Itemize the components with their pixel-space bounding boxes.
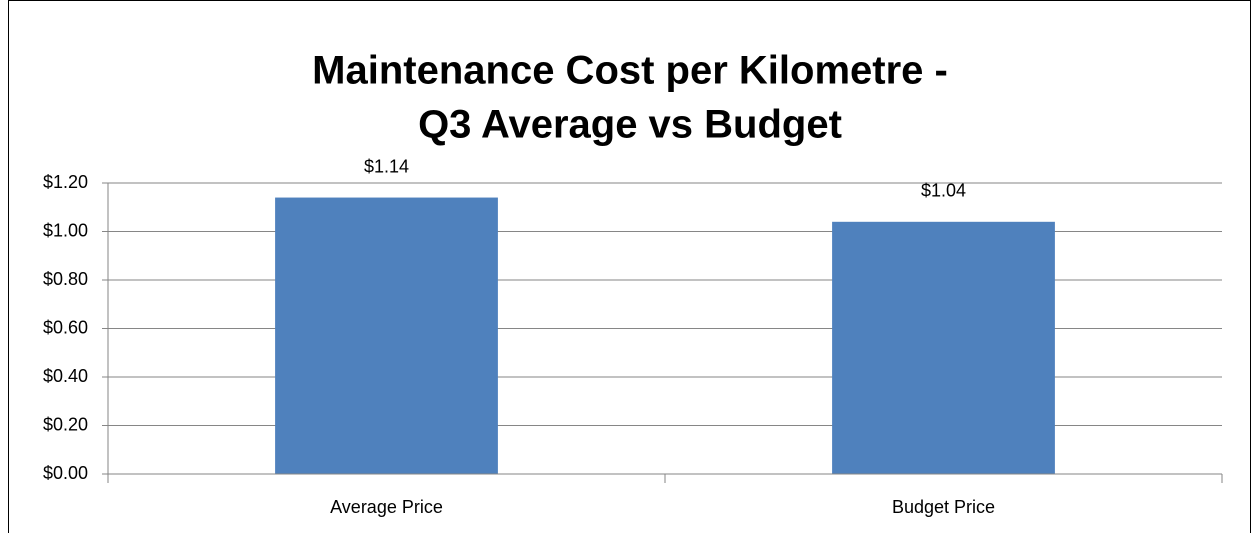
x-tick-label: Budget Price [892, 497, 995, 517]
y-tick-label: $1.20 [43, 172, 88, 192]
bar [275, 197, 498, 475]
y-tick-label: $0.60 [43, 317, 88, 337]
x-tick-label: Average Price [330, 497, 443, 517]
chart-title: Maintenance Cost per Kilometre - [312, 49, 948, 93]
y-tick-label: $0.40 [43, 366, 88, 386]
chart-title: Q3 Average vs Budget [418, 103, 842, 147]
data-label: $1.14 [364, 156, 409, 176]
data-label: $1.04 [921, 181, 966, 201]
y-tick-label: $1.00 [43, 220, 88, 240]
y-tick-label: $0.20 [43, 414, 88, 434]
y-tick-label: $0.80 [43, 269, 88, 289]
y-tick-label: $0.00 [43, 463, 88, 483]
bar [832, 221, 1055, 474]
